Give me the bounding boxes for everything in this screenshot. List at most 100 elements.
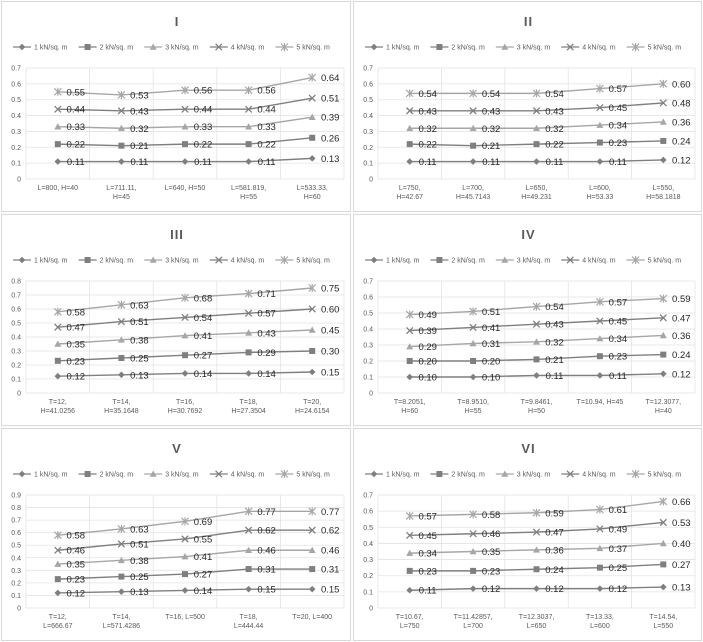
data-point: [405, 511, 414, 520]
y-tick-label: 0.6: [11, 307, 21, 314]
legend-entry-4: 4 kN/sq. m: [209, 43, 264, 52]
data-label: 0.21: [130, 141, 149, 152]
data-label: 0.23: [418, 566, 437, 577]
x-tick-label: L=550,: [652, 185, 674, 192]
data-point: [309, 348, 316, 354]
data-label: 0.60: [321, 305, 340, 316]
data-label: 0.11: [546, 157, 564, 168]
data-label: 0.57: [609, 84, 628, 95]
y-tick-label: 0.1: [11, 161, 21, 168]
data-label: 0.27: [194, 570, 213, 581]
data-point: [532, 302, 541, 311]
data-label: 0.20: [418, 357, 437, 368]
data-label: 0.41: [194, 331, 213, 342]
data-point: [182, 571, 188, 578]
data-label: 0.35: [67, 560, 86, 571]
chart-panel-1: I 1 kN/sq. m 2 kN/sq. m 3 kN/sq. m 4 kN/sq. …: [1, 1, 351, 212]
y-tick-label: 0.7: [363, 279, 373, 286]
legend-entry-5: 5 kN/sq. m: [275, 256, 330, 265]
data-label: 0.69: [194, 517, 213, 528]
legend-entry-1: 1 kN/sq. m: [365, 256, 420, 265]
y-tick-label: 0.4: [363, 113, 373, 120]
legend-label: 3 kN/sq. m: [517, 45, 551, 52]
y-tick-label: 0.8: [11, 279, 21, 286]
data-point: [244, 289, 253, 298]
data-point: [659, 539, 667, 547]
data-label: 0.32: [545, 337, 564, 348]
y-tick-label: 0: [369, 177, 373, 184]
x-tick-label: L=666.67: [43, 623, 72, 630]
data-point: [596, 525, 604, 533]
legend-marker-5: [631, 256, 640, 264]
data-label: 0.29: [418, 342, 437, 353]
data-label: 0.54: [545, 89, 564, 100]
data-label: 0.27: [672, 560, 691, 571]
series-1: 0.11 0.11 0.11 0.11 0.12: [406, 155, 691, 168]
data-label: 0.44: [257, 105, 276, 116]
series-2: 0.23 0.25 0.27 0.29 0.30: [54, 347, 339, 367]
x-tick-label: L=533.33,: [297, 185, 328, 192]
legend-entry-2: 2 kN/sq. m: [78, 471, 133, 479]
data-point: [245, 566, 252, 573]
legend-marker-5: [280, 256, 289, 264]
x-tick-label: H=42.67: [396, 194, 423, 201]
y-tick-label: 0.5: [363, 525, 373, 532]
data-point: [470, 142, 477, 149]
data-label: 0.24: [672, 350, 691, 361]
data-label: 0.49: [418, 310, 437, 321]
series-1: 0.11 0.11 0.11 0.11 0.13: [54, 154, 339, 168]
legend-entry-1: 1 kN/sq. m: [13, 256, 68, 265]
data-point: [532, 508, 541, 517]
data-label: 0.38: [130, 556, 149, 567]
x-tick-label: T=14,: [112, 614, 130, 621]
data-label: 0.12: [672, 369, 691, 380]
y-tick-label: 0: [17, 177, 21, 184]
data-label: 0.59: [672, 294, 691, 305]
y-tick-label: 0.3: [363, 129, 373, 136]
data-point: [469, 323, 477, 332]
legend-entry-5: 5 kN/sq. m: [275, 43, 330, 52]
data-point: [181, 293, 189, 302]
legend-label: 1 kN/sq. m: [386, 45, 420, 52]
data-label: 0.45: [321, 326, 340, 337]
legend-label: 2 kN/sq. m: [451, 258, 485, 265]
data-label: 0.61: [609, 505, 628, 516]
legend-entry-1: 1 kN/sq. m: [365, 470, 420, 479]
legend-marker-5: [631, 470, 640, 478]
x-tick-label: T=12.3037,: [519, 614, 555, 621]
y-tick-label: 0.1: [363, 589, 373, 596]
data-point: [533, 585, 540, 592]
data-point: [181, 158, 189, 165]
data-label: 0.10: [418, 373, 437, 384]
data-point: [54, 340, 62, 347]
data-point: [182, 352, 188, 359]
y-tick-label: 0.7: [11, 66, 21, 73]
data-point: [533, 124, 540, 132]
series-1: 0.12 0.13 0.14 0.14 0.15: [54, 368, 339, 383]
data-point: [117, 300, 126, 309]
legend-marker-3: [501, 256, 509, 263]
legend-label: 1 kN/sq. m: [34, 472, 68, 479]
line-chart-svg: VI 1 kN/sq. m 2 kN/sq. m 3 kN/sq. m 4 kN/sq.…: [363, 441, 696, 630]
legend-marker-1: [18, 470, 26, 478]
data-label: 0.21: [482, 141, 501, 152]
chart-panel-4: IV 1 kN/sq. m 2 kN/sq. m 3 kN/sq. m 4 kN/sq.…: [353, 214, 702, 426]
data-point: [406, 373, 413, 381]
series-2: 0.23 0.23 0.24 0.25 0.27: [406, 560, 691, 577]
data-label: 0.34: [609, 121, 628, 132]
chart-panel-3: III 1 kN/sq. m 2 kN/sq. m 3 kN/sq. m 4 kN/sq…: [1, 214, 351, 426]
legend-marker-1: [18, 43, 26, 51]
data-label: 0.31: [257, 565, 276, 576]
x-tick-label: H=27.3504: [231, 408, 266, 415]
data-label: 0.43: [482, 106, 501, 117]
series-4: 0.39 0.41 0.43 0.45 0.47: [406, 313, 691, 337]
data-point: [469, 339, 477, 347]
data-point: [596, 564, 603, 571]
data-point: [117, 124, 125, 132]
data-label: 0.37: [609, 544, 628, 555]
data-point: [469, 530, 477, 538]
x-tick-label: H=60: [401, 408, 418, 415]
data-point: [117, 556, 125, 564]
chart-title: II: [524, 14, 533, 29]
data-point: [308, 305, 316, 313]
